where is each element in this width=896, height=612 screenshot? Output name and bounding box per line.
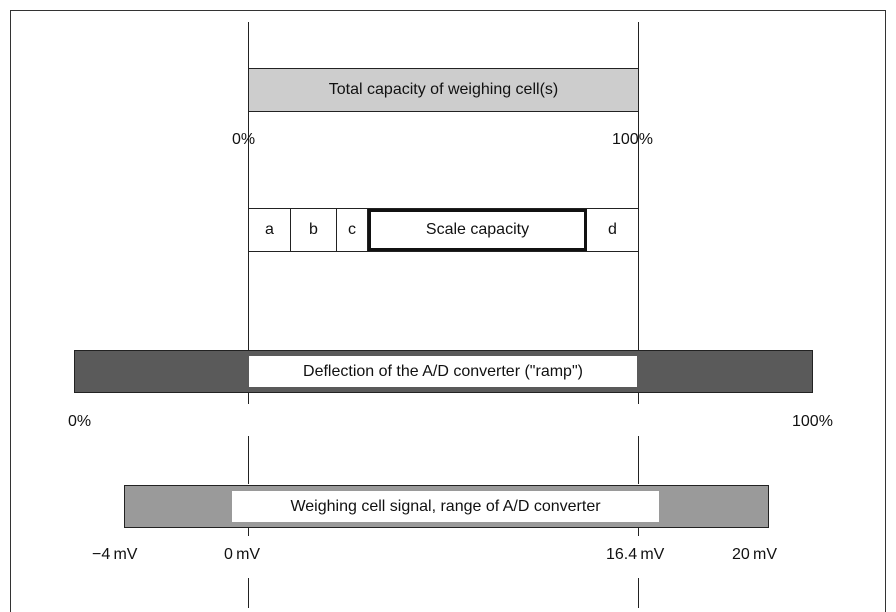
segment-d-label: d xyxy=(608,221,617,238)
signal-label-box: Weighing cell signal, range of A/D conve… xyxy=(232,491,659,522)
total-capacity-end: 100% xyxy=(612,131,653,148)
right-guide-line-top xyxy=(638,22,639,350)
right-guide-line-mid xyxy=(638,392,639,404)
total-capacity-bar: Total capacity of weighing cell(s) xyxy=(248,68,639,112)
left-guide-line-bottom xyxy=(248,436,249,484)
segment-a: a xyxy=(249,209,291,251)
segment-c: c xyxy=(337,209,368,251)
total-capacity-label: Total capacity of weighing cell(s) xyxy=(328,81,559,98)
left-guide-line-mid xyxy=(248,392,249,404)
signal-tick-minus4: −4 mV xyxy=(92,546,138,563)
segment-d: d xyxy=(587,209,638,251)
signal-tick-16-4: 16.4 mV xyxy=(606,546,665,563)
left-guide-line-end xyxy=(248,578,249,608)
ramp-label: Deflection of the A/D converter ("ramp") xyxy=(303,362,583,380)
right-guide-line-end xyxy=(638,578,639,608)
signal-label: Weighing cell signal, range of A/D conve… xyxy=(290,497,601,515)
capacity-segments-row: a b c Scale capacity d xyxy=(248,208,639,252)
left-guide-line-foot xyxy=(248,528,249,536)
segment-b: b xyxy=(291,209,337,251)
segment-b-label: b xyxy=(309,221,318,238)
ramp-start: 0% xyxy=(68,413,92,430)
left-guide-line-top xyxy=(248,22,249,350)
ramp-label-box: Deflection of the A/D converter ("ramp") xyxy=(249,356,637,387)
ramp-bar: Deflection of the A/D converter ("ramp") xyxy=(74,350,813,393)
diagram-frame xyxy=(10,10,886,612)
signal-bar: Weighing cell signal, range of A/D conve… xyxy=(124,485,769,528)
ramp-end: 100% xyxy=(792,413,833,430)
scale-capacity-label: Scale capacity xyxy=(425,221,530,238)
signal-tick-20: 20 mV xyxy=(732,546,777,563)
segment-c-label: c xyxy=(348,221,356,238)
scale-capacity-segment: Scale capacity xyxy=(368,209,587,251)
right-guide-line-foot xyxy=(638,528,639,536)
right-guide-line-bottom xyxy=(638,436,639,484)
segment-a-label: a xyxy=(265,221,274,238)
total-capacity-start: 0% xyxy=(232,131,256,148)
signal-tick-0: 0 mV xyxy=(224,546,261,563)
